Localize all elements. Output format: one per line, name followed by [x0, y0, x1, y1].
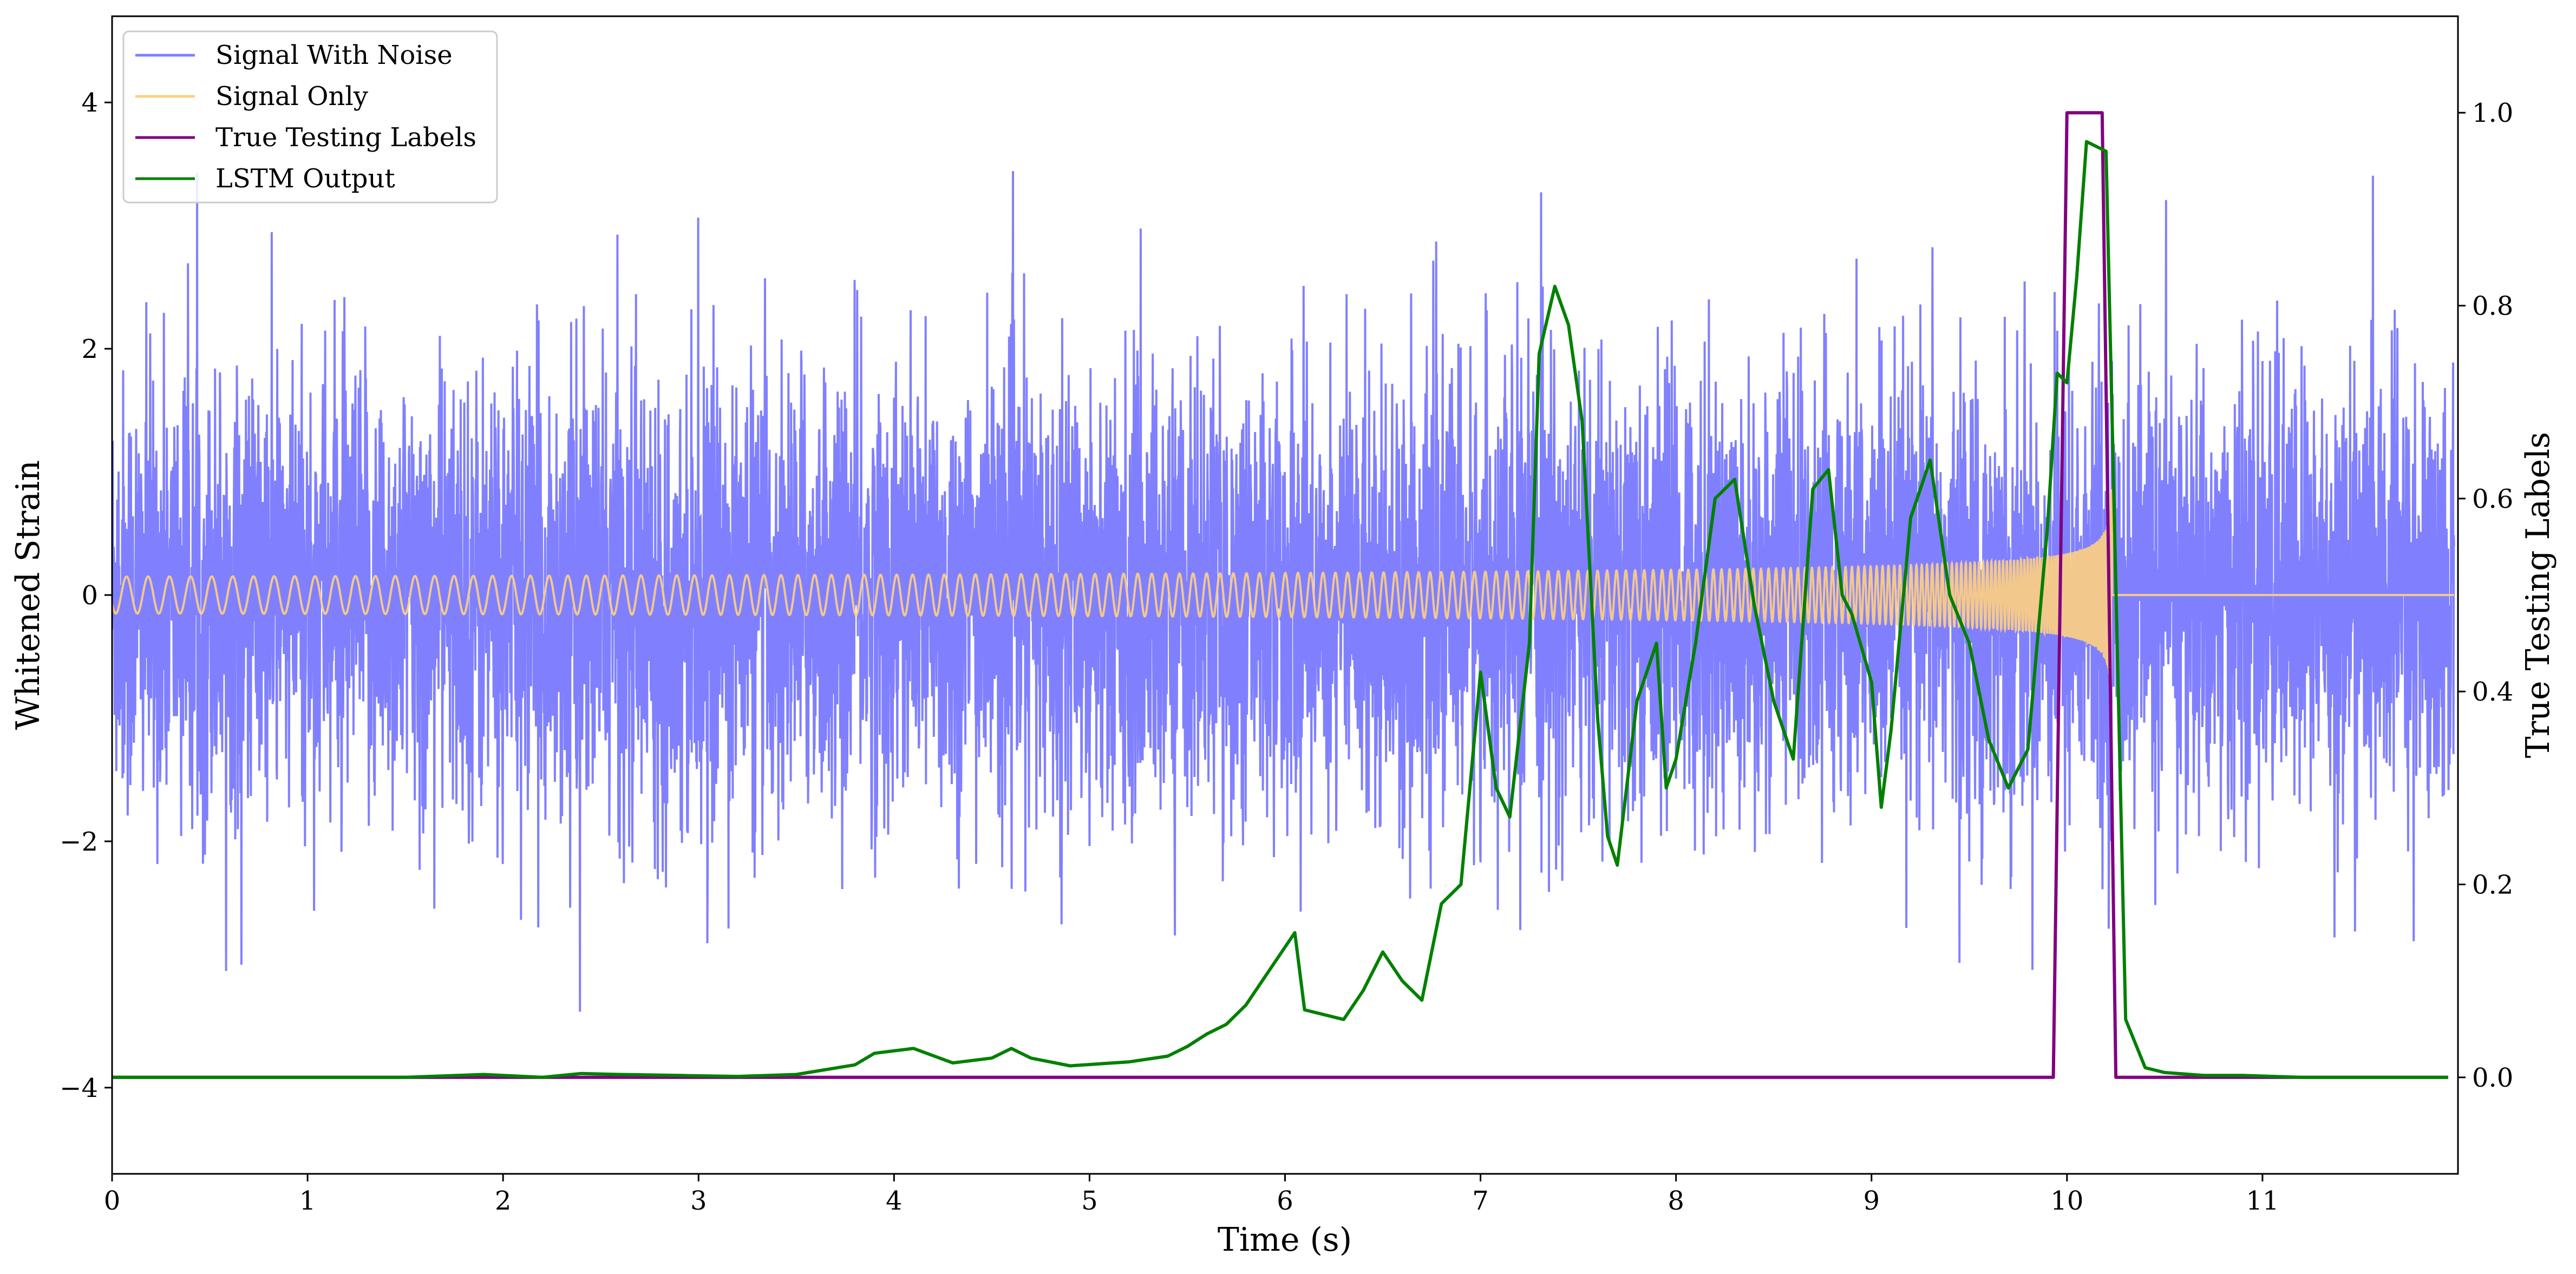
legend-item-signal-only: Signal Only	[135, 81, 368, 112]
y-axis-label: Whitened Strain	[9, 460, 47, 730]
y2-tick-label: 0.0	[2472, 1063, 2513, 1093]
y-tick-label: 4	[81, 88, 98, 118]
legend-box	[122, 30, 498, 204]
series-lstm-output	[112, 140, 2448, 1079]
y2-tick-label: 0.2	[2472, 870, 2513, 900]
y2-tick-label: 1.0	[2472, 98, 2513, 128]
x-tick-label: 7	[1472, 1186, 1489, 1216]
series-signal-only	[112, 489, 2454, 696]
y-tick-label: 2	[81, 334, 98, 364]
y-axis-right: 0.0 0.2 0.4 0.6 0.8 1.0	[2458, 98, 2513, 1093]
x-tick-label: 11	[2246, 1186, 2279, 1216]
x-tick-label: 6	[1277, 1186, 1293, 1216]
x-tick-label: 4	[886, 1186, 903, 1216]
legend-label: True Testing Labels	[215, 122, 476, 153]
x-tick-label: 8	[1668, 1186, 1684, 1216]
x-tick-label: 9	[1863, 1186, 1880, 1216]
y2-axis-label: True Testing Labels	[2519, 432, 2557, 759]
series-true-testing-labels	[112, 111, 2448, 1079]
y-tick-label: 0	[81, 580, 98, 611]
x-axis-label: Time (s)	[1218, 1221, 1352, 1259]
legend-label: Signal Only	[215, 81, 368, 112]
legend: Signal With Noise Signal Only True Testi…	[122, 30, 498, 204]
true-testing-labels-line	[112, 111, 2448, 1079]
series-signal-with-noise	[112, 171, 2455, 1012]
signal-with-noise-line	[112, 171, 2455, 1012]
y-tick-label: −2	[60, 827, 98, 857]
legend-item-signal-with-noise: Signal With Noise	[135, 40, 453, 70]
legend-label: Signal With Noise	[215, 40, 453, 70]
x-tick-label: 2	[495, 1186, 512, 1216]
y2-tick-label: 0.8	[2472, 291, 2513, 322]
y2-tick-label: 0.6	[2472, 484, 2513, 514]
x-tick-label: 10	[2050, 1186, 2083, 1216]
x-tick-label: 3	[690, 1186, 707, 1216]
legend-item-lstm-output: LSTM Output	[135, 164, 395, 194]
plot-area	[112, 111, 2455, 1079]
x-axis: 0 1 2 3 4 5 6 7 8 9 10 11	[104, 1174, 2279, 1216]
legend-item-true-testing-labels: True Testing Labels	[135, 122, 476, 153]
legend-label: LSTM Output	[215, 164, 395, 194]
y-tick-label: −4	[60, 1073, 98, 1103]
lstm-output-line	[112, 140, 2448, 1079]
x-tick-label: 5	[1081, 1186, 1098, 1216]
signal-only-line	[112, 489, 2454, 696]
x-tick-label: 0	[104, 1186, 121, 1216]
y2-tick-label: 0.4	[2472, 677, 2513, 707]
y-axis-left: −4 −2 0 2 4	[60, 88, 112, 1103]
x-tick-label: 1	[299, 1186, 316, 1216]
